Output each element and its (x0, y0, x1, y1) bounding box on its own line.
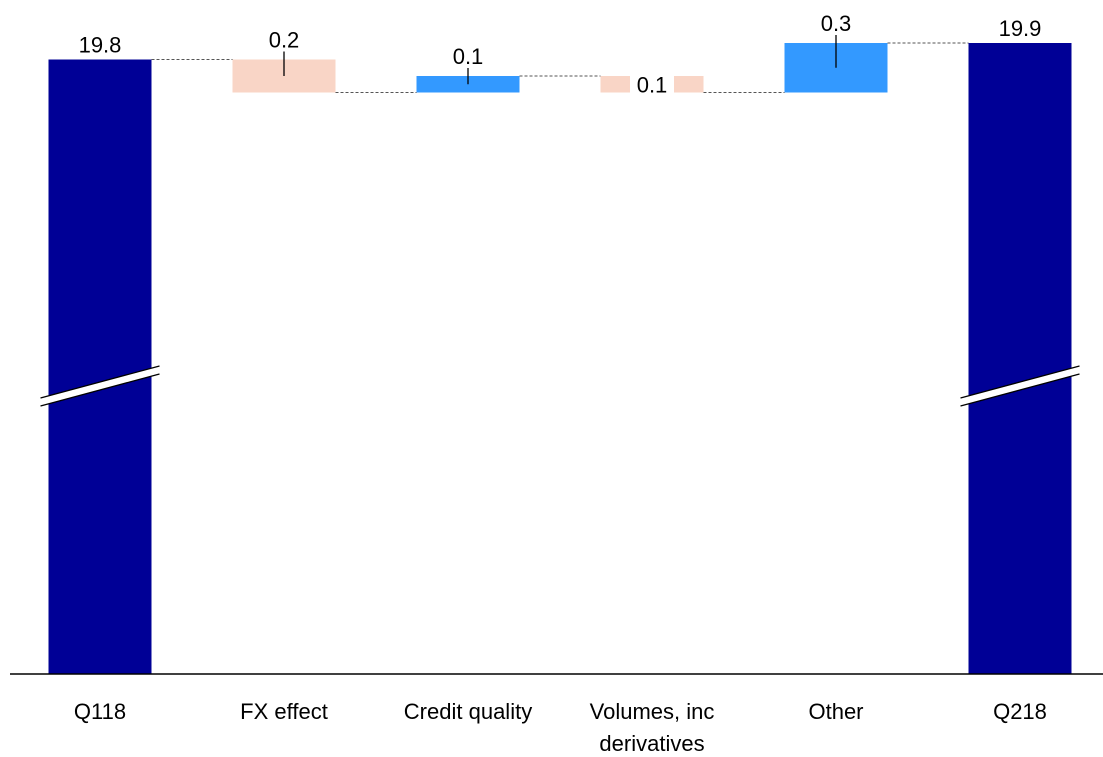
bar-q218 (968, 43, 1072, 674)
category-label: Volumes, inc (590, 699, 715, 724)
value-label: 19.9 (999, 16, 1042, 41)
label-leader-lines (283, 35, 837, 85)
axis-break-line (40, 365, 160, 399)
category-label: Credit quality (404, 699, 532, 724)
category-label: FX effect (240, 699, 328, 724)
axis-break-line (40, 373, 160, 407)
value-labels: 19.8 0.2 0.1 0.1 0.3 19.9 (79, 11, 1042, 99)
value-label: 0.1 (453, 44, 484, 69)
category-label: Q218 (993, 699, 1047, 724)
category-labels: Q118 FX effect Credit quality Volumes, inc d… (74, 699, 1047, 756)
axis-break-line (960, 373, 1080, 407)
axis-break-line (960, 365, 1080, 399)
connector-lines (151, 42, 969, 93)
bar-q118 (48, 59, 152, 674)
category-label: Q118 (74, 699, 126, 724)
category-label: derivatives (599, 731, 704, 756)
value-label: 19.8 (79, 33, 122, 58)
value-label: 0.2 (269, 28, 300, 53)
value-label: 0.1 (637, 72, 668, 97)
axis-break-gap (40, 366, 160, 406)
value-label-background (630, 70, 674, 99)
axis-break-marks (40, 365, 1080, 407)
value-label: 0.3 (821, 11, 852, 36)
category-label: Other (808, 699, 863, 724)
bars (48, 43, 1072, 674)
axis-break-gap (960, 366, 1080, 406)
